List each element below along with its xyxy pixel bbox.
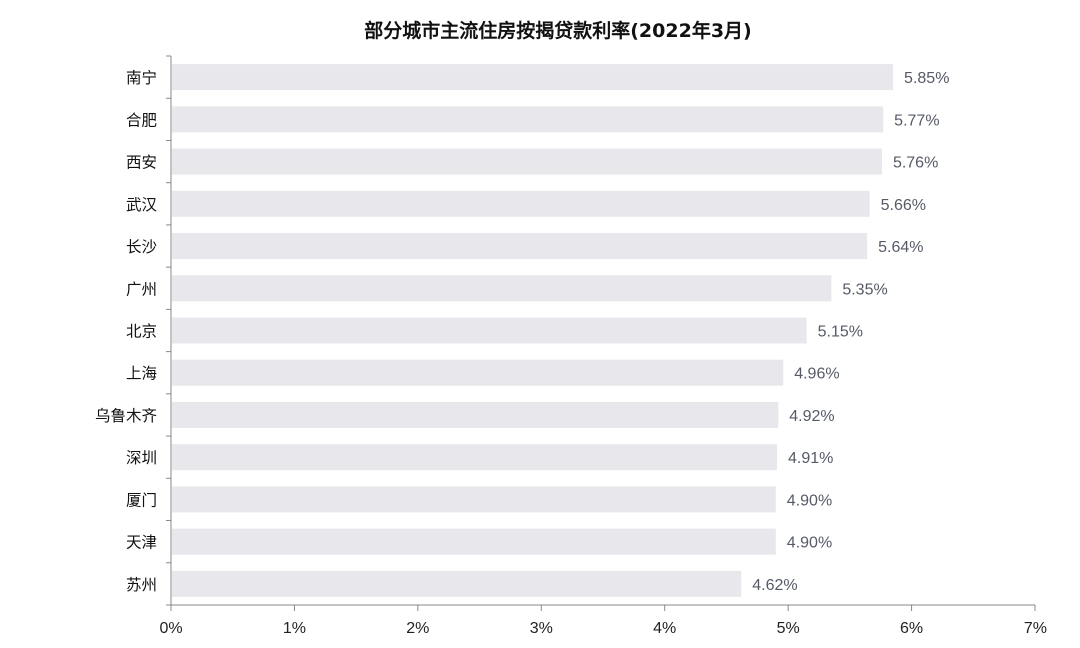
- bar-12: [172, 570, 742, 597]
- chart-title: 部分城市主流住房按揭贷款利率(2022年3月): [364, 19, 751, 42]
- value-label-10: 4.90%: [787, 492, 832, 509]
- x-tick-label-7: 7%: [1024, 620, 1047, 637]
- x-tick-label-0: 0%: [159, 620, 182, 637]
- bar-10: [172, 486, 776, 513]
- bar-9: [172, 444, 778, 471]
- x-tick-label-1: 1%: [283, 620, 306, 637]
- x-tick-label-4: 4%: [653, 620, 676, 637]
- category-label-10: 厦门: [126, 491, 157, 509]
- value-label-5: 5.35%: [842, 281, 887, 298]
- category-label-9: 深圳: [126, 449, 157, 467]
- category-label-6: 北京: [126, 323, 157, 341]
- category-label-3: 武汉: [126, 196, 158, 214]
- value-label-0: 5.85%: [904, 70, 949, 87]
- category-label-7: 上海: [126, 365, 157, 383]
- category-label-5: 广州: [126, 280, 157, 298]
- bar-5: [172, 275, 832, 302]
- category-label-4: 长沙: [126, 238, 157, 256]
- value-label-11: 4.90%: [787, 535, 832, 552]
- value-label-9: 4.91%: [788, 450, 833, 467]
- bar-2: [172, 148, 882, 175]
- category-label-1: 合肥: [126, 111, 157, 129]
- x-tick-label-6: 6%: [900, 620, 923, 637]
- category-label-12: 苏州: [126, 576, 157, 594]
- value-label-4: 5.64%: [878, 239, 923, 256]
- x-tick-label-3: 3%: [530, 620, 553, 637]
- bar-4: [172, 233, 868, 260]
- category-label-2: 西安: [126, 154, 157, 172]
- value-labels-group: 5.85% 5.77% 5.76% 5.66% 5.64% 5.35% 5.15% 4.96%…: [752, 70, 949, 594]
- value-label-1: 5.77%: [894, 112, 939, 129]
- value-label-2: 5.76%: [893, 155, 938, 172]
- x-tick-label-2: 2%: [406, 620, 429, 637]
- bar-7: [172, 359, 784, 386]
- bar-0: [172, 64, 894, 91]
- bar-8: [172, 401, 779, 428]
- category-label-11: 天津: [126, 534, 157, 552]
- bar-11: [172, 528, 776, 555]
- value-label-12: 4.62%: [752, 577, 797, 594]
- value-label-3: 5.66%: [881, 197, 926, 214]
- bar-1: [172, 106, 884, 133]
- category-label-8: 乌鲁木齐: [95, 407, 157, 425]
- value-label-8: 4.92%: [789, 408, 834, 425]
- x-tick-label-5: 5%: [777, 620, 800, 637]
- bar-6: [172, 317, 807, 344]
- value-label-7: 4.96%: [794, 366, 839, 383]
- bar-3: [172, 190, 870, 217]
- bars-group: [172, 64, 894, 597]
- value-label-6: 5.15%: [818, 324, 863, 341]
- category-label-0: 南宁: [126, 69, 157, 87]
- axes-group: 0% 1% 2% 3% 4% 5% 6% 7%: [159, 55, 1047, 637]
